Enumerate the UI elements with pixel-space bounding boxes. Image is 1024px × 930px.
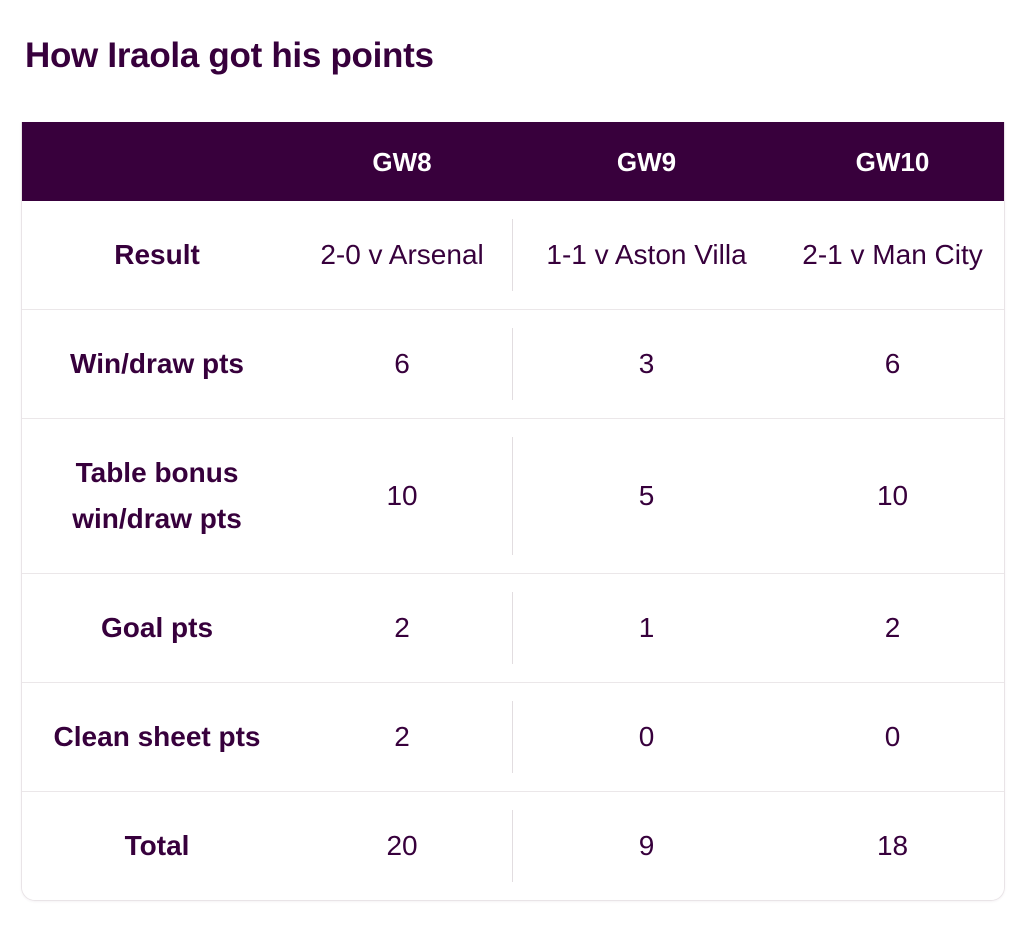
row-label: Goal pts: [101, 612, 214, 643]
table-cell: 10: [386, 480, 418, 511]
table-row-total: Total 20 9 18: [22, 791, 1004, 900]
row-label: Win/draw pts: [70, 348, 245, 379]
table-row-win-draw-pts: Win/draw pts 6 3 6: [22, 309, 1004, 418]
column-header-gw10: GW10: [855, 146, 930, 177]
table-cell: 5: [512, 419, 781, 573]
table-cell: 2: [884, 612, 901, 643]
table-cell: 2-0 v Arsenal: [320, 239, 484, 270]
points-table: GW8 GW9 GW10 Result 2-0 v Arsenal 1-1 v …: [21, 122, 1005, 901]
table-row-clean-sheet-pts: Clean sheet pts 2 0 0: [22, 682, 1004, 791]
table-cell: 2: [394, 612, 410, 643]
column-header-gw9: GW9: [616, 146, 677, 177]
table-cell: 2-1 v Man City: [802, 239, 983, 270]
table-row-table-bonus: Table bonus win/draw pts 10 5 10: [22, 418, 1004, 573]
table-cell: 6: [884, 348, 901, 379]
table-cell: 9: [512, 792, 781, 900]
column-header-gw8: GW8: [372, 146, 432, 177]
table-cell: 1-1 v Aston Villa: [512, 201, 781, 309]
column-header-empty: [22, 122, 292, 201]
page-title: How Iraola got his points: [25, 36, 434, 75]
table-cell: 20: [386, 830, 418, 861]
table-row-result: Result 2-0 v Arsenal 1-1 v Aston Villa 2…: [22, 201, 1004, 309]
article-section: How Iraola got his points GW8 GW9 GW10 R…: [21, 36, 1005, 901]
table-cell: 2: [394, 721, 410, 752]
row-label: Clean sheet pts: [53, 721, 261, 752]
row-label: Total: [124, 830, 190, 861]
row-label: Table bonus win/draw pts: [72, 457, 242, 534]
table-cell: 10: [876, 480, 909, 511]
table-header-row: GW8 GW9 GW10: [22, 122, 1004, 201]
table-row-goal-pts: Goal pts 2 1 2: [22, 573, 1004, 682]
table-cell: 0: [884, 721, 901, 752]
table-cell: 3: [512, 310, 781, 418]
table-cell: 18: [876, 830, 909, 861]
table-cell: 1: [512, 574, 781, 682]
table-cell: 0: [512, 683, 781, 791]
row-label: Result: [114, 239, 200, 270]
table-cell: 6: [394, 348, 410, 379]
